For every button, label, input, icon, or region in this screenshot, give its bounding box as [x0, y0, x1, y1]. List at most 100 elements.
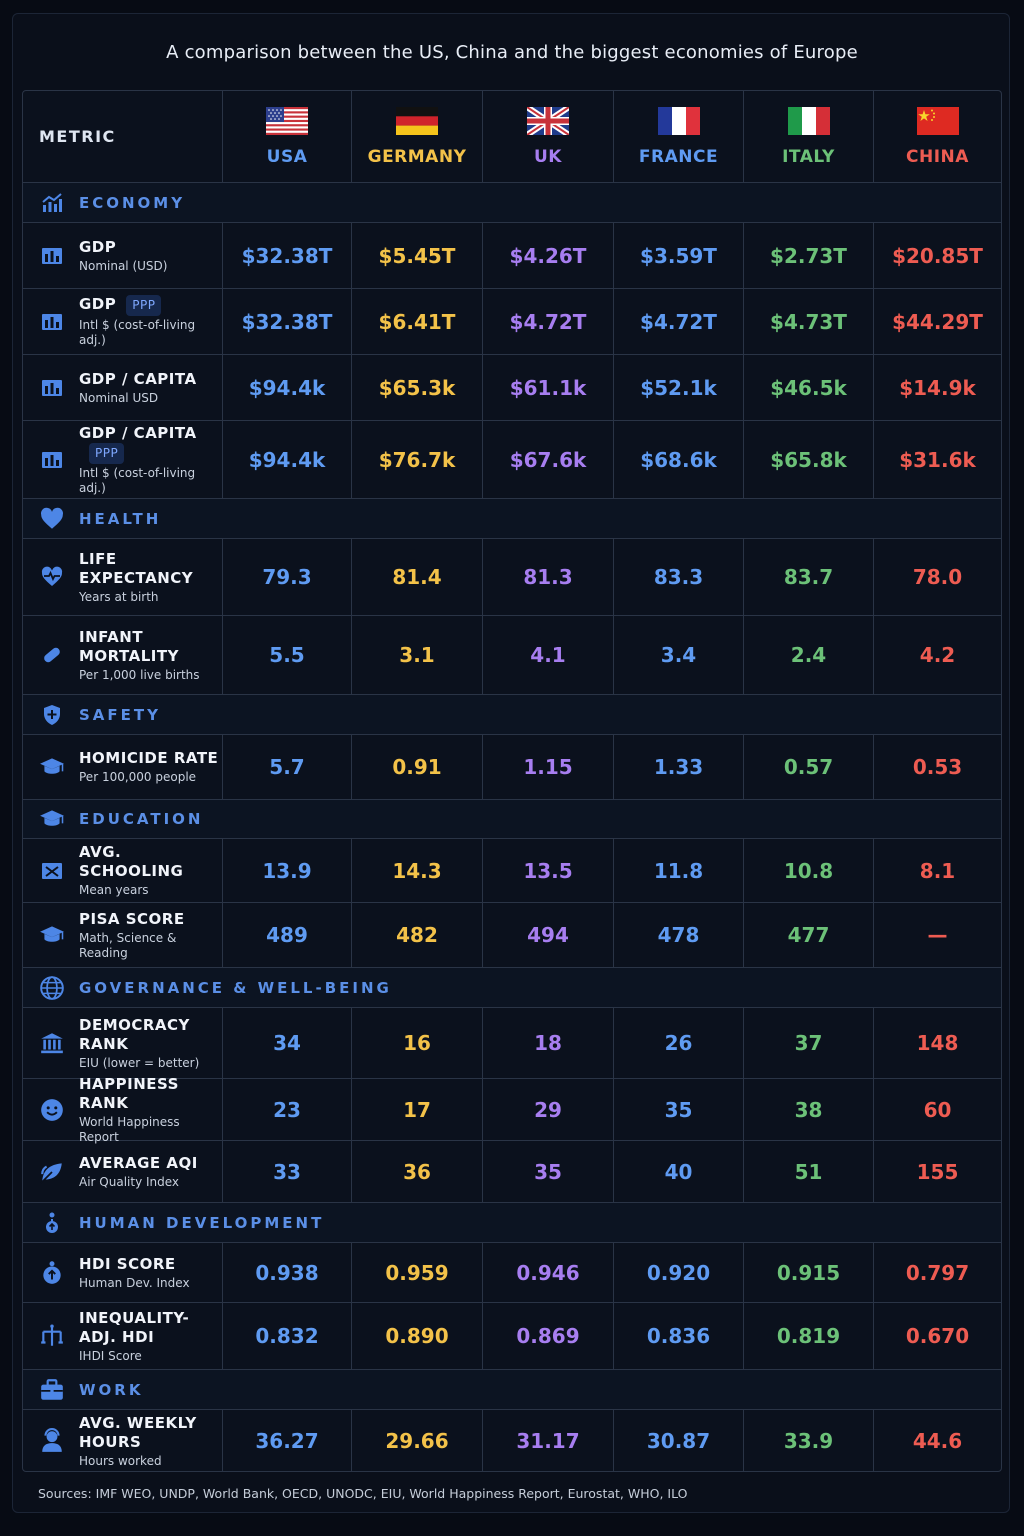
value: 0.890 — [385, 1324, 449, 1348]
value: $94.4k — [248, 447, 326, 472]
value: $4.72T — [509, 309, 587, 334]
metric-cell: AVERAGE AQI Air Quality Index — [23, 1141, 223, 1202]
metric-name-text: INFANT MORTALITY — [79, 627, 179, 665]
metric-name-text: GDP / CAPITA — [79, 369, 197, 388]
leaf-icon — [39, 1159, 65, 1185]
metric-name: PISA SCORE — [79, 910, 222, 929]
value: 5.5 — [269, 643, 305, 667]
value-cell-uk: 81.3 — [483, 539, 614, 615]
value: $61.1k — [509, 375, 587, 400]
metric-subtitle: Intl $ (cost-of-living adj.) — [79, 465, 196, 495]
value-cell-chn: 4.2 — [874, 616, 1001, 694]
country-name: GERMANY — [367, 146, 467, 167]
section-header-economy: ECONOMY — [23, 183, 1001, 223]
value: $31.6k — [899, 447, 976, 472]
metric-name-text: HDI SCORE — [79, 1254, 176, 1273]
chart-bar-icon — [39, 375, 65, 401]
value-cell-ita: 0.57 — [744, 735, 874, 799]
value-cell-fra: 40 — [614, 1141, 744, 1202]
value: $46.5k — [770, 375, 847, 400]
table-row: GDP / CAPITA Nominal USD $94.4k $65.3k $61.1… — [23, 355, 1001, 421]
value: $67.6k — [509, 447, 587, 472]
value-cell-uk: $61.1k — [483, 355, 614, 420]
value-cell-uk: 35 — [483, 1141, 614, 1202]
metric-subtitle: Mean years — [79, 883, 149, 897]
section-header-work: WORK — [23, 1370, 1001, 1410]
metric-cell: AVG. WEEKLY HOURS Hours worked — [23, 1410, 223, 1471]
metric-name: INFANT MORTALITY — [79, 628, 222, 666]
chart-bar-icon — [39, 309, 65, 335]
page-title: A comparison between the US, China and t… — [166, 42, 858, 63]
metric-cell: DEMOCRACY RANK EIU (lower = better) — [23, 1008, 223, 1078]
value: 2.4 — [790, 643, 827, 667]
value: 29.66 — [385, 1429, 449, 1453]
value-cell-ita: $65.8k — [744, 421, 874, 498]
value: 5.7 — [269, 755, 305, 779]
value-cell-ger: 482 — [352, 903, 483, 967]
value: 489 — [266, 923, 308, 947]
value: $76.7k — [378, 447, 456, 472]
table-row: AVG. WEEKLY HOURS Hours worked 36.27 29.66 3… — [23, 1410, 1001, 1471]
country-china: CHINA — [874, 91, 1001, 182]
metric-cell: GDP / CAPITA Nominal USD — [23, 355, 223, 420]
value-cell-chn: 8.1 — [874, 839, 1001, 902]
briefcase-icon — [39, 1377, 65, 1403]
worker-icon — [39, 1428, 65, 1454]
value-cell-usa: $32.38T — [223, 289, 352, 354]
value-cell-ger: $76.7k — [352, 421, 483, 498]
table-row: GDP Nominal (USD) $32.38T $5.45T $4.26T $3.59… — [23, 223, 1001, 289]
table-row: HOMICIDE RATE Per 100,000 people 5.7 0.91 1.… — [23, 735, 1001, 800]
country-name: FRANCE — [638, 146, 719, 167]
ppp-badge: PPP — [126, 295, 162, 316]
value-cell-usa: 34 — [223, 1008, 352, 1078]
value: $52.1k — [640, 375, 717, 400]
value-cell-fra: 3.4 — [614, 616, 744, 694]
graduation-cap-icon — [39, 754, 65, 780]
value: 36 — [403, 1159, 431, 1184]
shield-icon — [39, 702, 65, 728]
value-cell-chn: $31.6k — [874, 421, 1001, 498]
value-cell-fra: 35 — [614, 1079, 744, 1140]
value-cell-ita: 38 — [744, 1079, 874, 1140]
metric-subtitle: Years at birth — [79, 589, 159, 604]
metric-name: GDP PPP — [79, 295, 222, 316]
value: $4.26T — [509, 243, 587, 268]
value: 0.836 — [646, 1324, 711, 1348]
metric-subtitle: Air Quality Index — [79, 1174, 180, 1189]
germany-flag-icon — [396, 106, 438, 135]
value-cell-chn: 60 — [874, 1079, 1001, 1140]
value-cell-chn: 148 — [874, 1008, 1001, 1078]
section-header-governance: GOVERNANCE & WELL-BEING — [23, 968, 1001, 1008]
metric-subtitle: EIU (lower = better) — [79, 1055, 200, 1070]
italy-flag-icon — [787, 106, 830, 135]
comparison-table: METRIC USA GERMANY UK — [22, 90, 1002, 1472]
value-cell-ger: 36 — [352, 1141, 483, 1202]
smiley-icon — [39, 1097, 65, 1123]
value-cell-usa: 13.9 — [223, 839, 352, 902]
value-cell-chn: 0.670 — [874, 1303, 1001, 1369]
metric-name: HOMICIDE RATE — [79, 749, 218, 768]
value: 4.1 — [530, 643, 566, 667]
value-cell-chn: 0.797 — [874, 1243, 1001, 1302]
value: $68.6k — [640, 447, 717, 472]
metric-subtitle: Intl $ (cost-of-living adj.) — [79, 318, 196, 347]
value-cell-ger: 0.959 — [352, 1243, 483, 1302]
value-cell-usa: $94.4k — [223, 421, 352, 498]
value: 0.832 — [255, 1324, 319, 1348]
value: 83.7 — [783, 565, 834, 589]
value: 79.3 — [262, 565, 312, 589]
value-cell-usa: 5.5 — [223, 616, 352, 694]
value: 83.3 — [653, 565, 704, 589]
value: $32.38T — [241, 243, 333, 268]
value: 0.915 — [776, 1260, 841, 1285]
value-cell-chn: — — [874, 903, 1001, 967]
section-header-human: HUMAN DEVELOPMENT — [23, 1203, 1001, 1243]
value: 51 — [794, 1159, 823, 1184]
value: 17 — [403, 1097, 431, 1122]
value: 30.87 — [646, 1429, 711, 1453]
metric-name-text: INEQUALITY-ADJ. HDI — [79, 1308, 190, 1346]
value: 13.5 — [523, 858, 573, 883]
table-row: HDI SCORE Human Dev. Index 0.938 0.959 0.946… — [23, 1243, 1001, 1303]
metric-name-text: GDP — [79, 237, 117, 256]
metric-subtitle: World Happiness Report — [79, 1114, 180, 1144]
